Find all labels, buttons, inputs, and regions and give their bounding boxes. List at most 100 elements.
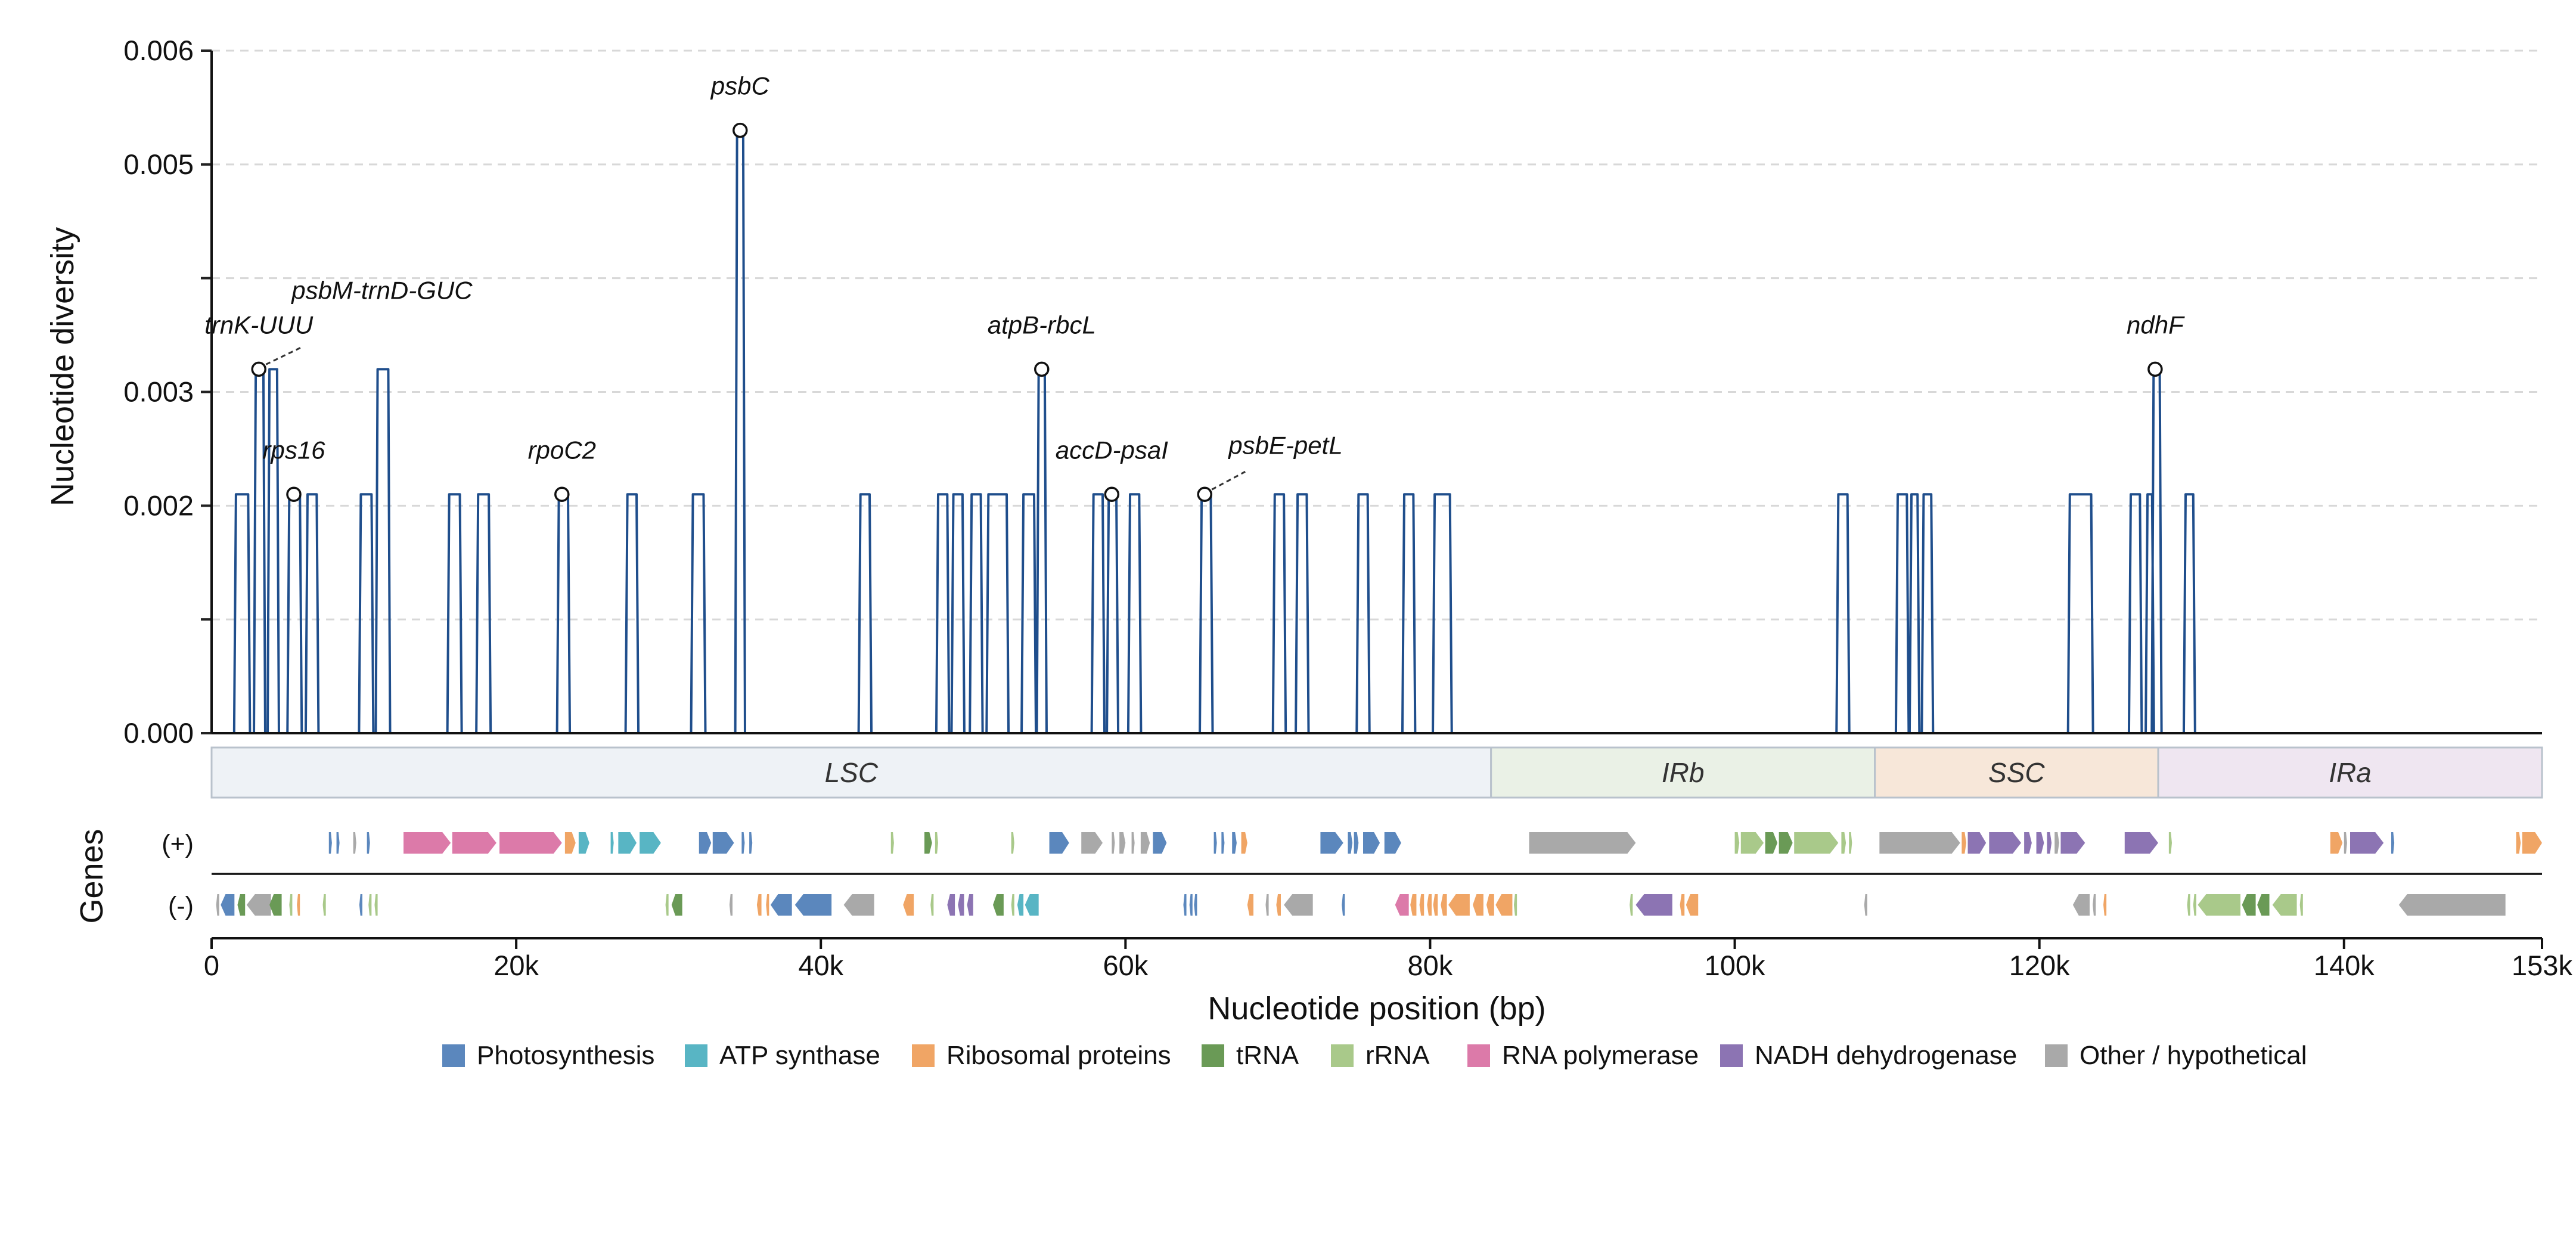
gene-minus (2257, 894, 2270, 916)
gene-plus (1011, 832, 1014, 854)
gene-minus (1473, 894, 1483, 916)
gene-plus (741, 832, 745, 854)
legend-label: Photosynthesis (477, 1041, 654, 1070)
gene-plus (1153, 832, 1167, 854)
gene-plus (1213, 832, 1217, 854)
gene-minus (794, 894, 832, 916)
peak-marker (1197, 486, 1212, 502)
legend-swatch (1467, 1044, 1490, 1067)
peak-label: rpoC2 (528, 436, 596, 464)
gene-plus (640, 832, 661, 854)
x-tick-label: 140k (2314, 950, 2375, 981)
gene-minus (843, 894, 874, 916)
peak-marker (286, 486, 302, 502)
gene-plus (404, 832, 451, 854)
gene-minus (1448, 894, 1470, 916)
gene-minus (2398, 894, 2506, 916)
region-band (210, 746, 1492, 799)
region-label: SSC (1988, 757, 2045, 788)
gene-minus (2193, 894, 2196, 916)
legend-swatch (1720, 1044, 1743, 1067)
gene-minus (903, 894, 914, 916)
annotation-leader (1211, 470, 1246, 491)
gene-plus (2350, 832, 2384, 854)
gene-plus (1734, 832, 1740, 854)
gene-plus (2344, 832, 2347, 854)
gene-plus (1779, 832, 1793, 854)
y-tick-label: 0.003 (123, 376, 194, 408)
peak-label: trnK-UUU (204, 311, 314, 339)
legend-label: Other / hypothetical (2080, 1041, 2307, 1070)
gene-plus (1119, 832, 1126, 854)
gene-plus (2047, 832, 2052, 854)
gene-plus (1241, 832, 1247, 854)
gene-plus (1967, 832, 1987, 854)
gene-plus (2168, 832, 2172, 854)
peak-label: psbM-trnD-GUC (290, 276, 473, 304)
legend-swatch (1331, 1044, 1354, 1067)
gene-minus (1194, 894, 1197, 916)
gene-minus (1247, 894, 1253, 916)
gene-plus (1529, 832, 1636, 854)
gene-plus (1363, 832, 1380, 854)
gene-plus (1384, 832, 1401, 854)
gene-plus (1841, 832, 1846, 854)
gene-plus (749, 832, 753, 854)
gene-plus (1221, 832, 1225, 854)
gene-plus (2516, 832, 2521, 854)
gene-minus (374, 894, 378, 916)
gene-plus (336, 832, 340, 854)
x-tick-label: 100k (1705, 950, 1765, 981)
gene-plus (1849, 832, 1852, 854)
x-tick-label: 120k (2009, 950, 2070, 981)
gene-minus (1514, 894, 1517, 916)
diversity-line (212, 129, 2542, 734)
gene-minus (947, 894, 955, 916)
gene-plus (699, 832, 712, 854)
gene-minus (2198, 894, 2240, 916)
gene-plus (1348, 832, 1353, 854)
annotation-leader (265, 346, 301, 365)
gridlines (212, 49, 2542, 621)
legend-label: ATP synthase (719, 1041, 880, 1070)
gene-minus (1427, 894, 1432, 916)
gene-plus (1794, 832, 1839, 854)
x-tick-label: 40k (798, 950, 843, 981)
region-band (2157, 746, 2543, 799)
gene-minus (729, 894, 733, 916)
gene-minus (1025, 894, 1039, 916)
gene-plus (1081, 832, 1103, 854)
gene-minus (1410, 894, 1417, 916)
gene-plus (1131, 832, 1135, 854)
gene-minus (665, 894, 669, 916)
legend-label: rRNA (1365, 1041, 1430, 1070)
gene-plus (578, 832, 589, 854)
peak-label: ndhF (2127, 311, 2185, 339)
gene-plus (1049, 832, 1069, 854)
gene-minus (246, 894, 271, 916)
y-tick-label: 0.005 (123, 148, 194, 180)
gene-plus (712, 832, 734, 854)
peak-label: accD-psaI (1056, 436, 1168, 464)
gene-minus (1189, 894, 1193, 916)
peak-marker (1034, 361, 1050, 377)
gene-plus (1320, 832, 1343, 854)
gene-minus (1441, 894, 1447, 916)
axes: 0.000 0.002 0.003 0.005 0.006 0 20k 40k 60k 80k 10… (123, 35, 2572, 981)
legend-swatch (2045, 1044, 2068, 1067)
gene-minus (2272, 894, 2297, 916)
x-tick-label: 60k (1103, 950, 1148, 981)
gene-plus (452, 832, 496, 854)
gene-minus (1495, 894, 1513, 916)
peak-marker (733, 122, 748, 138)
diversity-line-series (212, 129, 2542, 734)
gene-plus (935, 832, 938, 854)
gene-plus (2391, 832, 2395, 854)
gene-minus (368, 894, 372, 916)
y-tick-label: 0.002 (123, 489, 194, 521)
x-tick-label: 153k (2512, 950, 2572, 981)
gene-minus (1630, 894, 1633, 916)
gene-plus (924, 832, 932, 854)
legend-label: RNA polymerase (1502, 1041, 1699, 1070)
gene-plus (1989, 832, 2021, 854)
